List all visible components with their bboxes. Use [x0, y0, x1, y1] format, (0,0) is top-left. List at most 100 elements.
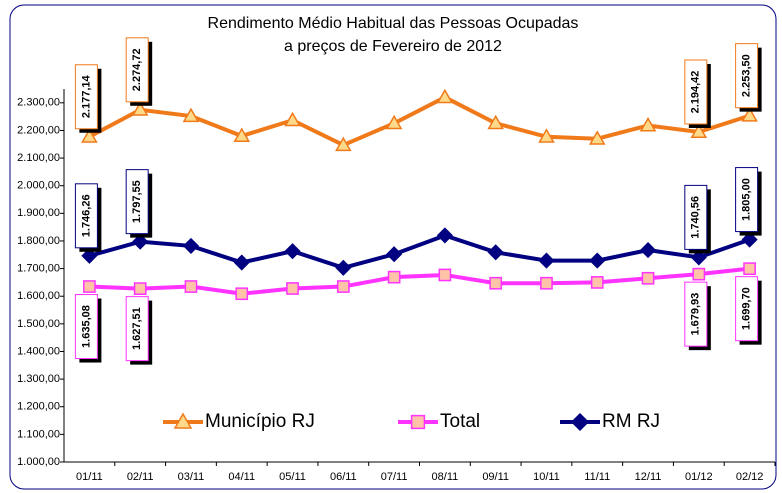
data-point — [639, 116, 657, 132]
x-tick-label: 09/11 — [482, 471, 509, 483]
x-tick-label: 12/11 — [635, 471, 662, 483]
y-tick-label: 1.800,00 — [17, 235, 60, 247]
data-point — [692, 267, 706, 281]
data-point — [336, 280, 350, 293]
value-label: 2.177,14 — [80, 74, 92, 118]
x-tick-label: 06/11 — [330, 471, 357, 483]
x-tick-label: 07/11 — [381, 471, 408, 483]
y-tick-label: 1.700,00 — [17, 262, 60, 274]
value-label: 1.740,56 — [690, 196, 702, 239]
data-point — [133, 282, 147, 295]
legend-marker — [173, 412, 193, 429]
legend-label: Total — [440, 411, 480, 432]
value-label-box — [125, 169, 149, 235]
y-tick-label: 1.400,00 — [17, 345, 60, 357]
data-point — [538, 252, 555, 269]
data-point — [182, 107, 200, 123]
data-point — [743, 262, 756, 276]
x-tick-label: 04/11 — [228, 471, 255, 483]
data-point — [132, 233, 149, 250]
value-label-box — [735, 167, 759, 233]
data-point — [233, 127, 251, 142]
x-tick-label: 11/11 — [584, 471, 610, 483]
value-label-box — [735, 276, 759, 342]
data-point — [690, 249, 707, 266]
data-point — [83, 280, 96, 293]
y-tick-label: 2.300,00 — [17, 97, 60, 109]
y-tick-label: 2.100,00 — [17, 152, 60, 164]
x-tick-label: 02/12 — [736, 471, 764, 483]
data-point — [487, 114, 504, 130]
data-point — [690, 123, 708, 138]
data-point — [641, 271, 655, 285]
y-tick-label: 1.200,00 — [17, 401, 60, 413]
value-label-box — [684, 59, 708, 125]
data-point — [538, 128, 555, 143]
x-tick-label: 05/11 — [279, 471, 306, 483]
value-label: 1.805,00 — [741, 178, 753, 221]
data-point — [436, 227, 453, 244]
data-point — [286, 282, 299, 295]
data-point — [590, 276, 604, 289]
value-label: 2.253,50 — [741, 54, 753, 97]
y-tick-label: 1.900,00 — [17, 207, 60, 219]
value-label-box — [735, 43, 759, 109]
legend-marker — [570, 412, 590, 432]
value-label: 1.679,93 — [690, 293, 702, 336]
data-point — [639, 242, 657, 259]
data-point — [386, 246, 403, 263]
value-label-box — [74, 64, 98, 130]
data-point — [741, 107, 758, 122]
y-tick-label: 1.500,00 — [17, 318, 60, 330]
value-label-box — [74, 183, 98, 249]
data-point — [335, 136, 352, 152]
x-tick-label: 01/12 — [685, 471, 713, 483]
y-tick-label: 2.200,00 — [17, 124, 60, 136]
data-point — [233, 254, 250, 271]
series-line — [88, 95, 751, 148]
x-tick-label: 10/11 — [533, 471, 560, 483]
data-point — [540, 276, 553, 290]
value-label: 1.627,51 — [131, 307, 143, 350]
data-point — [385, 114, 403, 130]
y-tick-label: 1.600,00 — [17, 290, 60, 302]
chart-title: Rendimento Médio Habitual das Pessoas Oc… — [208, 15, 579, 32]
legend-label: RM RJ — [602, 411, 660, 432]
legend-label: Município RJ — [205, 411, 315, 432]
chart-subtitle: a preços de Fevereiro de 2012 — [284, 38, 502, 55]
data-point — [387, 270, 401, 284]
data-point — [182, 237, 200, 254]
data-point — [487, 244, 504, 261]
data-point — [284, 243, 301, 260]
data-point — [436, 88, 454, 104]
x-tick-label: 02/11 — [127, 471, 154, 483]
data-point — [489, 276, 503, 290]
data-point — [741, 231, 758, 248]
value-label: 2.194,42 — [690, 71, 702, 114]
y-tick-label: 1.000,00 — [17, 456, 60, 468]
x-tick-label: 01/11 — [76, 471, 103, 483]
data-point — [589, 252, 606, 269]
value-label: 2.274,72 — [131, 48, 143, 91]
data-point — [438, 268, 452, 282]
value-label: 1.635,08 — [80, 305, 92, 348]
data-point — [81, 247, 98, 264]
y-tick-label: 1.300,00 — [17, 373, 60, 385]
value-label: 1.699,70 — [741, 287, 753, 330]
data-point — [588, 130, 606, 145]
value-label: 1.746,26 — [80, 194, 92, 237]
series-line — [88, 233, 751, 270]
y-tick-label: 2.000,00 — [17, 180, 60, 192]
data-point — [335, 259, 352, 276]
legend-marker — [410, 414, 426, 430]
value-label-box — [125, 296, 149, 362]
data-point — [184, 280, 198, 293]
value-label-box — [684, 281, 708, 347]
data-point — [131, 101, 149, 116]
y-tick-label: 1.100,00 — [17, 428, 60, 440]
series-line — [89, 266, 750, 296]
chart-frame — [9, 4, 777, 490]
x-tick-label: 03/11 — [178, 471, 205, 483]
data-point — [284, 111, 301, 127]
